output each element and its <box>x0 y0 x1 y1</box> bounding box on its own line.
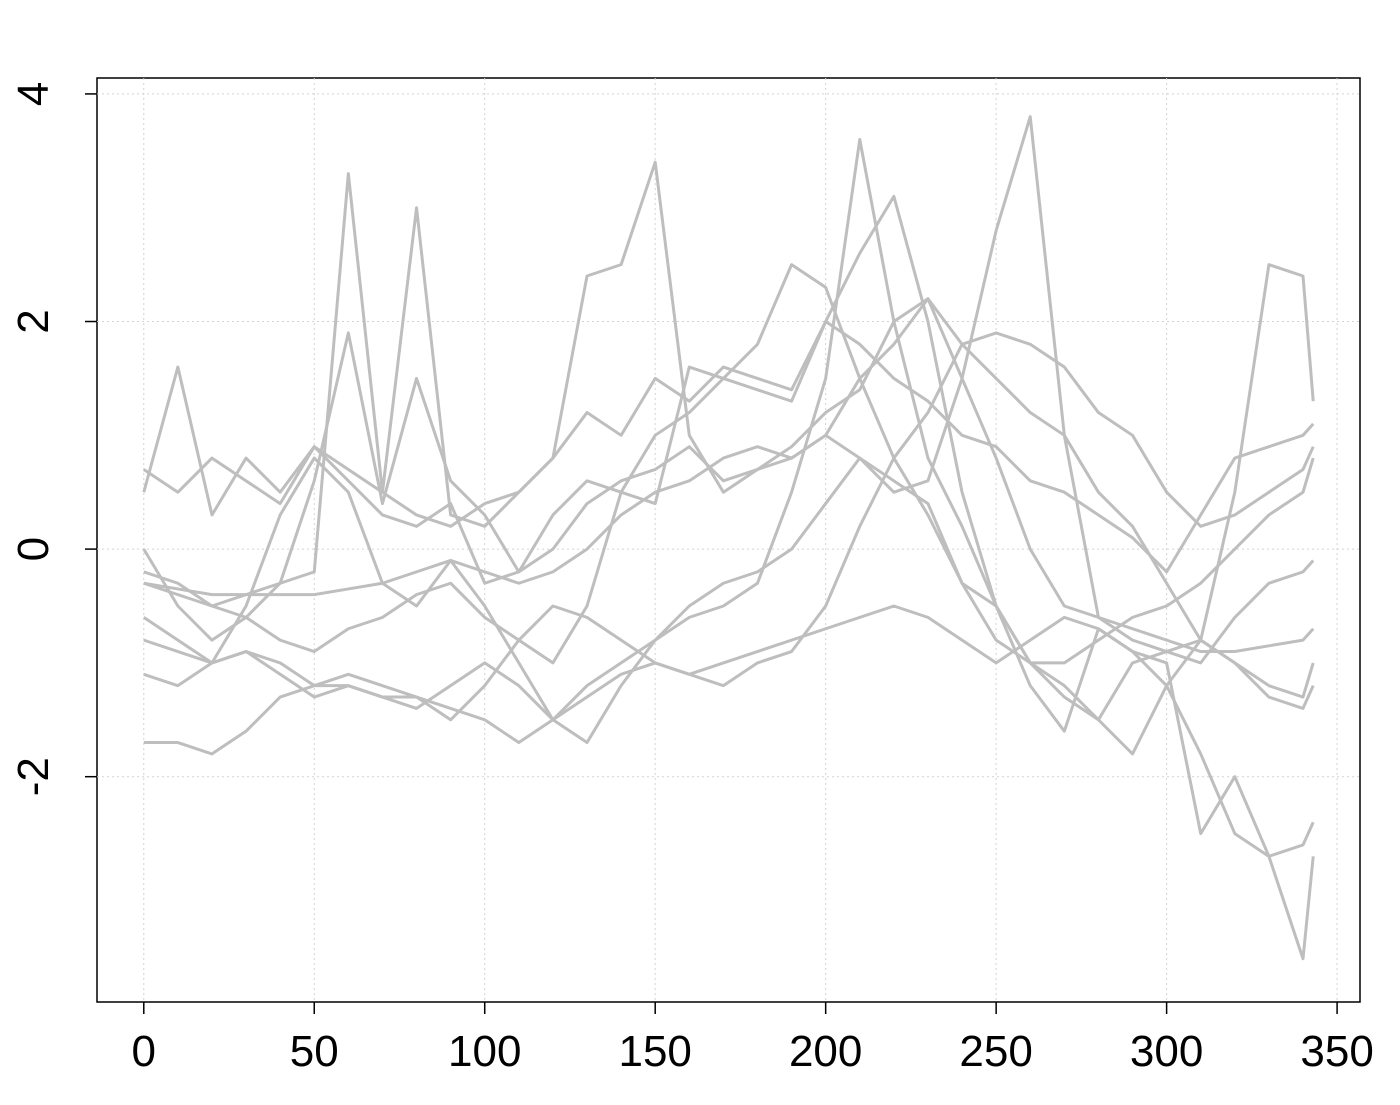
series-line <box>142 160 1315 642</box>
x-tick-label: 250 <box>959 1027 1032 1076</box>
x-tick-label: 50 <box>290 1027 339 1076</box>
series-line <box>143 456 1315 756</box>
series-line <box>143 263 1315 665</box>
series-line <box>143 172 1315 608</box>
series-line <box>143 115 1315 654</box>
y-tick-label: -2 <box>9 757 58 796</box>
series-line <box>143 604 1315 961</box>
y-tick-label: 2 <box>9 309 58 333</box>
x-tick-label: 350 <box>1300 1027 1373 1076</box>
x-tick-label: 300 <box>1130 1027 1203 1076</box>
x-tick-label: 100 <box>448 1027 521 1076</box>
plot-box <box>96 77 1361 1003</box>
y-tick-label: 0 <box>9 537 58 561</box>
series-line <box>142 194 1315 858</box>
x-tick-label: 150 <box>618 1027 691 1076</box>
series-line <box>142 297 1315 665</box>
x-tick-label: 200 <box>789 1027 862 1076</box>
series-line <box>143 137 1315 745</box>
series-line <box>142 331 1315 722</box>
x-tick-label: 0 <box>132 1027 156 1076</box>
y-tick-label: 4 <box>9 82 58 106</box>
